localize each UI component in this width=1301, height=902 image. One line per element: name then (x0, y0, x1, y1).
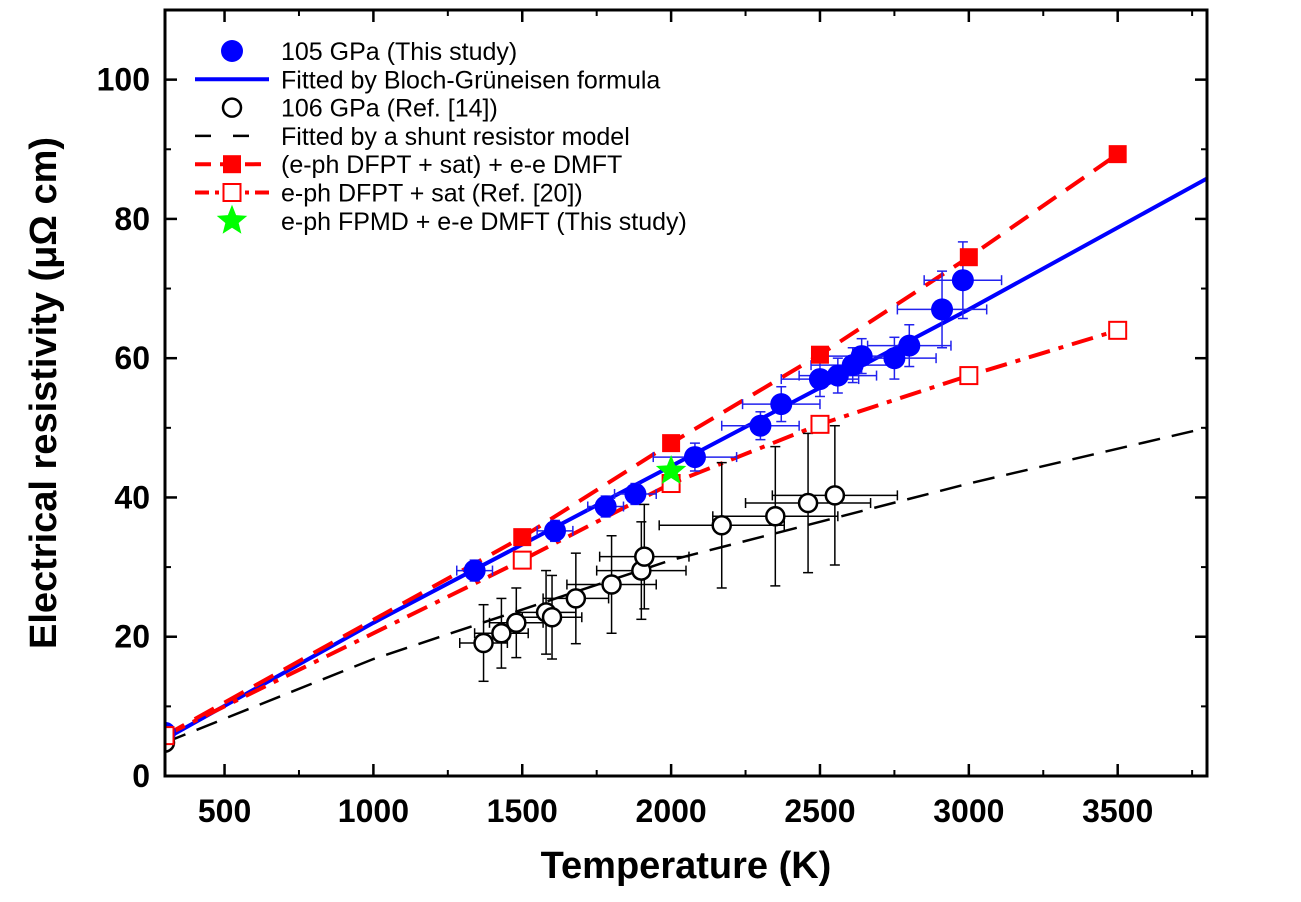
data-point-e-ph-fpmd-e-e-dmft-this-study (655, 454, 687, 484)
legend-label-fitted-by-bloch-gr-neisen-formula: Fitted by Bloch-Grüneisen formula (281, 66, 660, 94)
data-point-106-gpa-ref-14 (824, 485, 846, 506)
data-point-e-ph-dfpt-sat-ref-20 (512, 550, 532, 570)
data-point-106-gpa-ref-14 (541, 606, 563, 628)
data-point-106-gpa-ref-14 (765, 506, 786, 527)
data-point-106-gpa-ref-14 (491, 622, 512, 644)
data-point-105-gpa-this-study (624, 482, 647, 505)
data-point-e-ph-dfpt-sat-ref-20 (165, 726, 175, 746)
data-point-105-gpa-this-study (898, 334, 921, 357)
legend-label-fitted-by-a-shunt-resistor-model: Fitted by a shunt resistor model (281, 123, 630, 151)
y-tick-label: 60 (114, 340, 150, 376)
data-point-105-gpa-this-study (808, 368, 831, 391)
data-point-105-gpa-this-study (463, 559, 486, 582)
data-point-106-gpa-ref-14 (506, 612, 527, 634)
legend-label-e-ph-fpmd-e-e-dmft-this-study: e-ph FPMD + e-e DMFT (This study) (281, 208, 687, 236)
data-point-106-gpa-ref-14 (473, 632, 494, 654)
x-tick-label: 2000 (636, 793, 707, 829)
y-tick-label: 80 (114, 201, 150, 237)
data-point-105-gpa-this-study (683, 446, 706, 469)
x-tick-label: 1000 (338, 793, 409, 829)
legend-label-e-ph-dfpt-sat-e-e-dmft: (e-ph DFPT + sat) + e-e DMFT (281, 151, 622, 179)
legend-marker-e-ph-dfpt-sat-ref-20 (222, 183, 242, 202)
data-point-e-ph-dfpt-sat-ref-20 (959, 366, 979, 386)
tick-labels: 500 1000 1500 2000 2500 3000 3500 0 20 40 60 80 100 (97, 62, 1154, 829)
y-tick-label: 20 (114, 619, 150, 655)
data-point-105-gpa-this-study (883, 347, 906, 370)
data-point-e-ph-dfpt-sat-e-e-dmft (959, 248, 978, 267)
series-line-fitted-by-a-shunt-resistor-model (165, 426, 1207, 744)
data-point-106-gpa-ref-14 (601, 574, 622, 595)
series-line-e-ph-dfpt-sat-ref-20 (165, 328, 1119, 738)
legend-marker-e-ph-dfpt-sat-e-e-dmft (223, 155, 241, 174)
x-tick-label: 500 (198, 793, 251, 829)
y-tick-label: 40 (114, 479, 150, 515)
series-line-e-ph-dfpt-sat-e-e-dmft (165, 152, 1119, 738)
legend-label-e-ph-dfpt-sat-ref-20: e-ph DFPT + sat (Ref. [20]) (281, 180, 583, 208)
data-point-105-gpa-this-study (594, 495, 617, 518)
x-axis-label: Temperature (K) (541, 845, 832, 887)
legend-marker-e-ph-fpmd-e-e-dmft-this-study (216, 204, 248, 234)
x-tick-label: 1500 (487, 793, 558, 829)
x-tick-label: 2500 (784, 793, 855, 829)
legend-label-106-gpa-ref-14: 106 GPa (Ref. [14]) (281, 95, 498, 123)
legend-marker-105-gpa-this-study (221, 40, 243, 62)
data-point-e-ph-dfpt-sat-e-e-dmft (1108, 145, 1127, 164)
data-point-e-ph-dfpt-sat-e-e-dmft (513, 528, 532, 547)
legend-marker-106-gpa-ref-14 (221, 97, 243, 118)
y-axis-label: Electrical resistivity (μΩ cm) (23, 137, 65, 649)
x-tick-label: 3000 (933, 793, 1004, 829)
data-point-105-gpa-this-study (951, 269, 974, 292)
plot-area (165, 145, 1207, 753)
x-tick-label: 3500 (1082, 793, 1153, 829)
data-point-e-ph-dfpt-sat-e-e-dmft (810, 345, 829, 364)
data-point-e-ph-dfpt-sat-ref-20 (1108, 320, 1128, 340)
data-point-105-gpa-this-study (850, 345, 873, 368)
y-tick-label: 0 (132, 758, 150, 794)
plot-frame (163, 8, 1209, 778)
data-point-e-ph-dfpt-sat-ref-20 (810, 414, 830, 434)
data-point-e-ph-dfpt-sat-e-e-dmft (662, 434, 681, 453)
data-point-106-gpa-ref-14 (797, 492, 819, 514)
data-point-105-gpa-this-study (749, 414, 772, 437)
y-tick-label: 100 (97, 62, 150, 98)
data-point-106-gpa-ref-14 (634, 546, 655, 567)
data-point-105-gpa-this-study (931, 298, 954, 321)
legend-label-105-gpa-this-study: 105 GPa (This study) (281, 38, 517, 66)
legend: 105 GPa (This study)Fitted by Bloch-Grün… (195, 38, 687, 236)
data-point-105-gpa-this-study (770, 393, 793, 416)
data-point-106-gpa-ref-14 (565, 588, 587, 609)
data-point-106-gpa-ref-14 (711, 515, 732, 536)
data-point-105-gpa-this-study (544, 519, 567, 542)
